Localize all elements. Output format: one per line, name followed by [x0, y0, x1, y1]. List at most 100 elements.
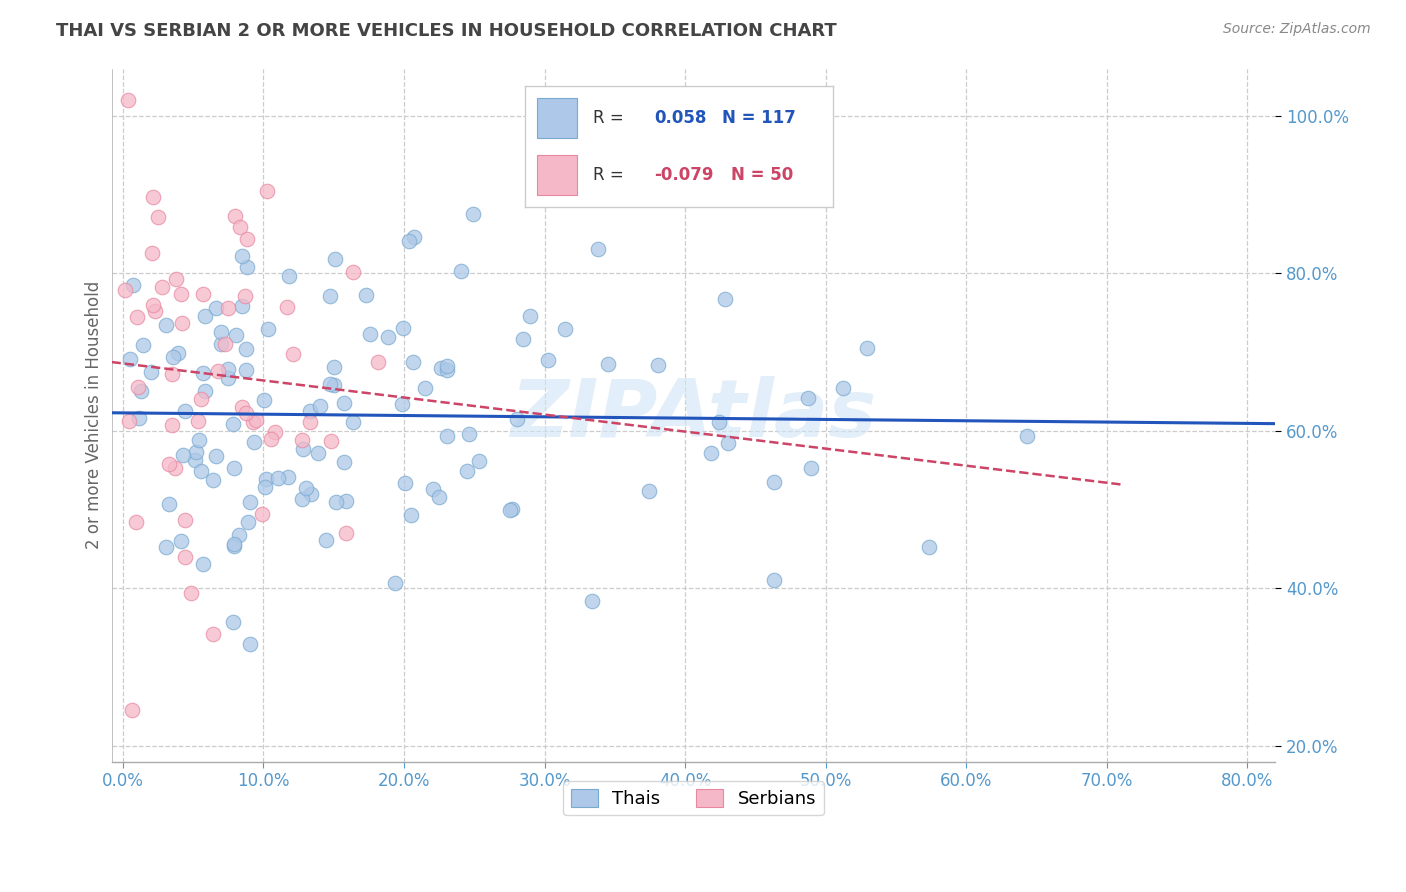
- Point: [263, 425, 285, 439]
- Point: [224, 209, 246, 223]
- Point: [235, 363, 257, 377]
- Point: [242, 415, 264, 429]
- Point: [325, 252, 347, 267]
- Point: [174, 549, 197, 564]
- Point: [236, 260, 259, 274]
- Point: [118, 414, 141, 428]
- Point: [291, 434, 314, 448]
- Point: [205, 301, 228, 315]
- Point: [162, 417, 184, 432]
- Point: [184, 444, 207, 458]
- Point: [461, 207, 484, 221]
- Point: [155, 318, 177, 332]
- Point: [141, 245, 163, 260]
- Point: [402, 355, 425, 369]
- Point: [209, 326, 232, 340]
- Text: Source: ZipAtlas.com: Source: ZipAtlas.com: [1223, 22, 1371, 37]
- Point: [194, 384, 217, 398]
- Point: [231, 400, 253, 414]
- Point: [354, 288, 377, 302]
- Point: [391, 396, 413, 410]
- Point: [717, 436, 740, 450]
- Point: [309, 399, 332, 413]
- Point: [413, 381, 436, 395]
- Point: [436, 429, 458, 443]
- Point: [222, 461, 245, 475]
- Point: [125, 516, 148, 530]
- Point: [127, 310, 149, 324]
- Point: [796, 391, 818, 405]
- Point: [222, 537, 245, 551]
- Point: [205, 449, 228, 463]
- Point: [129, 384, 152, 398]
- Point: [714, 292, 737, 306]
- Point: [173, 513, 195, 527]
- Point: [256, 184, 278, 198]
- Point: [277, 269, 299, 284]
- Point: [139, 365, 162, 379]
- Point: [430, 360, 453, 375]
- Point: [342, 415, 364, 429]
- Point: [398, 234, 420, 248]
- Point: [436, 363, 458, 377]
- Point: [160, 368, 183, 382]
- Point: [638, 484, 661, 499]
- Point: [222, 417, 245, 431]
- Point: [505, 412, 527, 426]
- Point: [319, 434, 342, 448]
- Point: [307, 445, 329, 459]
- Point: [457, 427, 479, 442]
- Point: [165, 272, 187, 286]
- Point: [170, 287, 193, 301]
- Y-axis label: 2 or more Vehicles in Household: 2 or more Vehicles in Household: [86, 281, 103, 549]
- Point: [647, 359, 669, 373]
- Point: [384, 575, 406, 590]
- Point: [245, 413, 267, 427]
- Point: [191, 557, 214, 571]
- Point: [238, 515, 260, 529]
- Point: [267, 471, 290, 485]
- Point: [127, 380, 149, 394]
- Point: [209, 337, 232, 351]
- Point: [319, 377, 342, 392]
- Point: [399, 508, 422, 523]
- Point: [762, 475, 785, 489]
- Point: [322, 378, 344, 392]
- Point: [148, 210, 170, 224]
- Point: [800, 460, 823, 475]
- Point: [402, 230, 425, 244]
- Point: [239, 494, 262, 508]
- Point: [291, 492, 314, 507]
- Point: [250, 507, 273, 521]
- Text: THAI VS SERBIAN 2 OR MORE VEHICLES IN HOUSEHOLD CORRELATION CHART: THAI VS SERBIAN 2 OR MORE VEHICLES IN HO…: [56, 22, 837, 40]
- Point: [501, 502, 523, 516]
- Point: [231, 249, 253, 263]
- Point: [231, 299, 253, 313]
- Point: [367, 355, 389, 369]
- Point: [239, 637, 262, 651]
- Point: [217, 301, 239, 315]
- Point: [155, 540, 177, 554]
- Point: [519, 310, 541, 324]
- Point: [162, 351, 184, 365]
- Point: [335, 525, 357, 540]
- Point: [224, 539, 246, 553]
- Point: [233, 289, 256, 303]
- Point: [202, 626, 225, 640]
- Point: [333, 455, 356, 469]
- Point: [118, 352, 141, 367]
- Point: [229, 220, 252, 235]
- Point: [222, 615, 245, 630]
- Point: [299, 486, 322, 500]
- Point: [422, 482, 444, 496]
- Point: [142, 190, 165, 204]
- Point: [257, 322, 280, 336]
- Point: [194, 309, 217, 323]
- Point: [392, 321, 415, 335]
- Point: [121, 277, 143, 292]
- Point: [184, 452, 207, 467]
- Point: [132, 337, 155, 351]
- Point: [187, 413, 209, 427]
- Point: [193, 286, 215, 301]
- Point: [323, 360, 346, 375]
